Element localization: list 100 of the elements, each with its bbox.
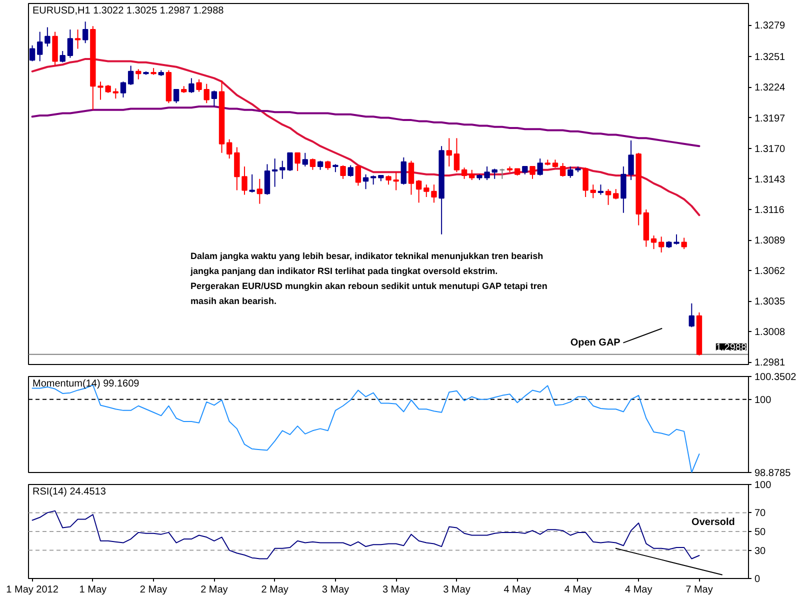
y-tick-label: 98.8785 xyxy=(754,468,792,479)
candlestick xyxy=(386,175,392,186)
candlestick xyxy=(393,172,399,191)
y-tick-label: 1.3143 xyxy=(754,174,786,186)
candlestick xyxy=(605,188,612,206)
candlestick xyxy=(67,29,74,58)
y-tick-label: 30 xyxy=(754,546,766,557)
candlestick xyxy=(211,90,218,107)
candlestick xyxy=(310,158,316,170)
candlestick xyxy=(272,158,278,188)
line-series xyxy=(31,58,700,216)
candlestick xyxy=(302,152,308,167)
candlestick xyxy=(613,188,619,200)
candlestick xyxy=(112,88,119,100)
chart-title: Momentum(14) 99.1609 xyxy=(32,378,140,390)
candlestick xyxy=(650,234,657,250)
candlestick xyxy=(37,31,43,62)
candlestick xyxy=(264,164,270,196)
y-tick-label: 1.2981 xyxy=(754,358,786,369)
candlestick xyxy=(560,162,566,178)
annotation: Dalam jangka waktu yang lebih besar, indikator teknikal menunjukkan tren bearish jangka panjang dan indikator RSI terlihat pada tingkat oversold ekstrim. Pergerakan EUR/USD mungkin akan reboun sedikit untuk menutupi GAP tetapi tren masih akan bearish. xyxy=(190,250,548,306)
candlestick xyxy=(74,29,81,50)
candlestick xyxy=(530,166,536,180)
candlestick xyxy=(294,152,300,172)
candlestick xyxy=(658,236,664,253)
candlestick xyxy=(60,50,66,63)
candlestick xyxy=(204,83,210,104)
x-tick-label: 2 May xyxy=(140,584,168,596)
candlestick xyxy=(348,164,354,178)
y-tick-label: 1.3116 xyxy=(754,204,785,216)
y-tick-label: 1.3035 xyxy=(754,296,786,308)
candlestick xyxy=(400,156,407,186)
candlestick xyxy=(598,184,604,196)
x-tick-label: 2 May xyxy=(261,584,288,596)
candlestick xyxy=(196,78,202,92)
candlestick xyxy=(280,160,286,180)
annotation: Oversold xyxy=(692,517,735,528)
candlestick xyxy=(188,78,194,94)
x-tick-label: 4 May xyxy=(624,584,652,596)
candlestick xyxy=(416,180,422,204)
candlestick xyxy=(424,184,430,198)
y-tick-label: 1.3089 xyxy=(754,236,786,247)
y-tick-label: 1.3197 xyxy=(754,113,786,124)
candlestick xyxy=(537,158,543,176)
candlestick xyxy=(325,160,331,170)
y-tick-label: 1.3279 xyxy=(754,20,786,32)
candlestick xyxy=(492,168,498,180)
x-tick-label: 3 May xyxy=(322,584,350,596)
line-series xyxy=(615,548,722,576)
candlestick xyxy=(461,167,468,180)
candlestick xyxy=(128,65,134,86)
x-tick-label: 3 May xyxy=(443,584,470,596)
y-tick-label: 1.3224 xyxy=(754,82,786,94)
candlestick xyxy=(256,178,263,204)
candlestick xyxy=(120,81,126,98)
x-tick-label: 1 May xyxy=(79,584,107,596)
candlestick xyxy=(568,166,574,178)
chart-title: RSI(14) 24.4513 xyxy=(32,486,106,498)
candlestick xyxy=(29,44,36,62)
x-tick-label: 2 May xyxy=(200,584,228,596)
y-tick-label: 1.3062 xyxy=(754,266,786,278)
candlestick xyxy=(499,168,506,180)
candlestick xyxy=(317,160,324,170)
x-tick-label: 7 May xyxy=(686,584,713,596)
candlestick xyxy=(362,174,369,190)
candlestick xyxy=(469,169,475,181)
x-tick-label: 1 May 2012 xyxy=(6,584,59,596)
candlestick xyxy=(136,68,142,80)
annotation: Open GAP xyxy=(570,337,621,348)
candlestick xyxy=(287,152,293,172)
candlestick xyxy=(226,138,232,160)
candlestick xyxy=(582,167,588,198)
y-tick-label: 100.3502 xyxy=(754,372,797,383)
candlestick xyxy=(590,184,596,199)
candlestick xyxy=(620,166,626,214)
candlestick xyxy=(242,166,248,196)
candlestick xyxy=(173,89,180,104)
y-tick-label: 70 xyxy=(754,508,766,520)
candlestick xyxy=(44,26,50,48)
candlestick xyxy=(431,184,437,204)
x-tick-label: 4 May xyxy=(564,584,592,596)
y-tick-label: 100 xyxy=(754,480,772,491)
ref-line-label: 1.2988 xyxy=(716,342,747,354)
y-tick-label: 1.3251 xyxy=(754,52,786,64)
candlestick xyxy=(249,174,255,193)
chart-title: EURUSD,H1 1.3022 1.3025 1.2987 1.2988 xyxy=(32,6,224,16)
candlestick xyxy=(446,138,452,167)
candlestick xyxy=(408,160,414,196)
x-tick-label: 4 May xyxy=(504,584,531,596)
y-tick-label: 1.3170 xyxy=(754,144,786,155)
y-tick-label: 50 xyxy=(754,527,766,538)
candlestick xyxy=(628,140,634,181)
x-tick-label: 3 May xyxy=(382,584,410,596)
y-tick-label: 0 xyxy=(754,574,760,585)
candlestick xyxy=(340,164,346,180)
candlestick xyxy=(681,237,687,250)
candlestick xyxy=(355,164,362,186)
candlestick xyxy=(234,146,240,191)
candlestick xyxy=(688,302,695,328)
line-series xyxy=(31,105,700,148)
